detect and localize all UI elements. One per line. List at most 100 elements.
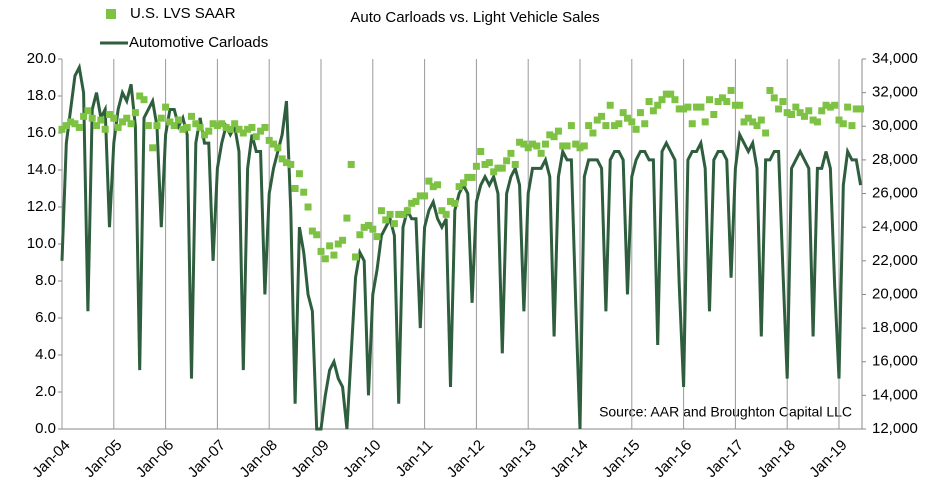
data-point (684, 103, 692, 111)
data-point (179, 125, 187, 133)
data-point (796, 109, 804, 117)
x-tick-label: Jan-06 (133, 437, 177, 481)
y2-tick-label: 34,000 (872, 50, 918, 67)
x-tick-label: Jan-18 (754, 437, 798, 481)
data-point (775, 105, 783, 113)
x-tick-label: Jan-09 (288, 437, 332, 481)
x-tick-label: Jan-19 (806, 437, 850, 481)
data-point (839, 120, 847, 128)
x-tick-label: Jan-08 (236, 437, 280, 481)
data-point (257, 127, 265, 135)
data-point (835, 116, 843, 124)
data-point (252, 133, 260, 141)
data-point (200, 131, 208, 139)
data-point (75, 123, 83, 131)
data-point (710, 111, 718, 118)
data-point (524, 144, 532, 152)
data-point (554, 127, 562, 135)
y2-tick-label: 30,000 (872, 117, 918, 134)
data-point (809, 116, 817, 124)
x-tick-label: Jan-05 (81, 437, 125, 481)
data-point (481, 160, 489, 168)
y2-tick-label: 32,000 (872, 84, 918, 101)
x-tick-label: Jan-16 (651, 437, 695, 481)
data-point (662, 90, 670, 98)
x-tick-label: Jan-12 (444, 437, 488, 481)
data-point (326, 242, 334, 250)
y-tick-label: 18.0 (27, 87, 56, 104)
data-point (287, 160, 295, 168)
data-point (114, 123, 122, 131)
data-point (149, 144, 157, 152)
data-point (792, 103, 800, 111)
data-point (300, 188, 308, 196)
source-annotation: Source: AAR and Broughton Capital LLC (599, 404, 852, 420)
y-tick-label: 8.0 (35, 272, 56, 289)
data-point (110, 114, 118, 122)
data-point (282, 159, 290, 167)
data-point (162, 103, 170, 111)
data-point (675, 105, 683, 113)
chart-title: Auto Carloads vs. Light Vehicle Sales (350, 9, 599, 26)
data-point (580, 142, 588, 150)
y-tick-label: 12.0 (27, 198, 56, 215)
data-point (313, 231, 321, 239)
data-point (170, 122, 178, 130)
data-point (701, 118, 709, 126)
data-point (770, 94, 778, 102)
x-tick-label: Jan-13 (495, 437, 539, 481)
data-point (304, 203, 312, 211)
data-point (550, 133, 558, 141)
data-point (857, 105, 865, 113)
data-point (744, 114, 752, 122)
data-point (667, 90, 675, 98)
y-tick-label: 14.0 (27, 161, 56, 178)
data-point (766, 86, 774, 94)
data-point (218, 120, 226, 128)
data-point (632, 125, 640, 133)
data-point (619, 109, 627, 117)
data-point (188, 112, 195, 120)
data-point (97, 116, 105, 124)
y2-tick-label: 28,000 (872, 151, 918, 168)
data-point (468, 173, 476, 181)
data-point (265, 136, 273, 144)
data-point (494, 164, 502, 172)
data-point (680, 105, 688, 113)
data-point (291, 185, 299, 192)
data-point (459, 179, 467, 187)
data-point (451, 199, 459, 207)
data-point (654, 101, 662, 109)
y-tick-label: 4.0 (35, 346, 56, 363)
data-point (731, 101, 739, 109)
data-point (222, 123, 230, 131)
y-tick-label: 6.0 (35, 309, 56, 326)
data-point (658, 96, 666, 104)
data-point (585, 122, 593, 130)
data-point (270, 140, 278, 148)
data-point (416, 192, 424, 200)
data-point (278, 155, 286, 163)
data-point (144, 122, 152, 130)
data-point (352, 253, 360, 261)
data-point (58, 125, 66, 133)
data-point (537, 149, 545, 157)
data-point (330, 251, 338, 259)
y2-tick-label: 14,000 (872, 386, 918, 403)
data-point (472, 162, 480, 170)
data-point (611, 122, 619, 130)
data-point (688, 120, 696, 128)
data-point (434, 181, 442, 189)
data-point (382, 216, 390, 224)
data-point (71, 120, 79, 128)
data-point (503, 157, 511, 165)
data-point (183, 123, 191, 131)
data-point (498, 164, 506, 172)
x-tick-label: Jan-14 (547, 437, 591, 481)
data-point (805, 107, 813, 115)
data-point (615, 120, 623, 128)
data-point (153, 122, 161, 130)
data-point (334, 240, 342, 248)
data-point (377, 207, 385, 215)
data-point (442, 210, 450, 218)
